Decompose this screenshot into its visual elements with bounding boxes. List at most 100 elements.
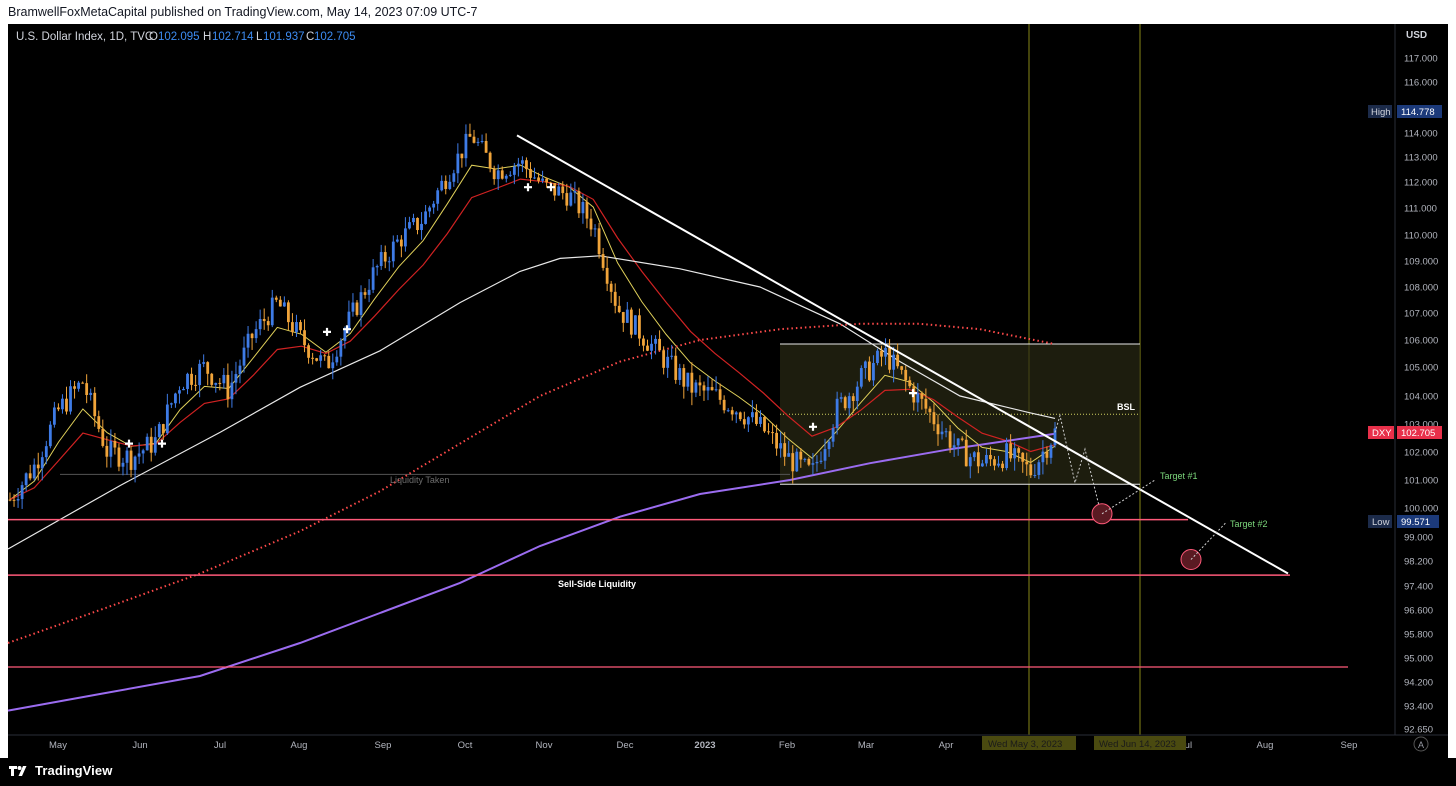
candle-body	[863, 361, 867, 369]
chart-title: U.S. Dollar Index, 1D, TVC	[16, 31, 153, 43]
candle-body	[157, 424, 161, 438]
candle-body	[698, 382, 702, 386]
date-badge-1: Wed May 3, 2023	[988, 739, 1062, 750]
x-tick-label: Sep	[1341, 740, 1358, 751]
candle-body	[525, 160, 528, 170]
candle-body	[391, 241, 395, 262]
candle-body	[412, 217, 415, 223]
candle-body	[892, 354, 896, 370]
y-tick-label: 116.000	[1404, 78, 1438, 89]
candle-body	[541, 178, 544, 181]
candle-body	[109, 441, 113, 457]
candle-body	[993, 459, 996, 466]
candle-body	[40, 457, 44, 469]
candle-body	[387, 261, 391, 263]
candle-body	[198, 363, 202, 386]
target1-connector	[1101, 479, 1156, 515]
candle-body	[609, 283, 613, 292]
candle-body	[779, 443, 783, 449]
candle-body	[859, 368, 863, 387]
auto-scale-button[interactable]: A	[1418, 740, 1424, 750]
candle-body	[972, 452, 976, 458]
ema-mid-line	[9, 178, 1056, 501]
candle-body	[787, 453, 791, 457]
auto-scale-button-ring[interactable]	[1413, 736, 1429, 752]
candle-body	[375, 266, 379, 268]
candle-body	[904, 369, 908, 381]
candle-body	[371, 267, 375, 290]
y-tick-label: 108.000	[1404, 283, 1438, 294]
candle-body	[976, 452, 980, 467]
candle-body	[448, 181, 452, 189]
candle-body	[718, 389, 722, 400]
candle-body	[516, 163, 520, 167]
candle-body	[299, 322, 302, 331]
descending-trendline	[516, 134, 1289, 575]
candle-body	[980, 463, 984, 467]
marker-cross	[809, 422, 817, 431]
candle-body	[178, 390, 181, 394]
y-tick-label: 113.000	[1404, 153, 1438, 164]
candle-body	[278, 299, 282, 307]
candle-body	[932, 412, 936, 425]
candle-body	[85, 383, 89, 395]
candle-body	[997, 463, 1000, 466]
footer-bar	[0, 758, 1456, 786]
candle-body	[771, 432, 774, 434]
candle-body	[924, 398, 928, 409]
candle-body	[141, 450, 145, 454]
candle-body	[807, 458, 811, 465]
candle-body	[989, 454, 992, 460]
candle-body	[351, 302, 355, 312]
candle-body	[355, 302, 359, 315]
candle-body	[480, 140, 484, 142]
candle-body	[222, 374, 226, 384]
y-tick-label: 99.000	[1404, 533, 1433, 544]
candle-body	[589, 218, 593, 230]
candle-body	[573, 191, 577, 193]
candle-body	[343, 329, 347, 341]
candle-body	[113, 441, 117, 448]
candle-body	[444, 180, 448, 189]
candle-body	[282, 302, 286, 307]
candle-body	[81, 382, 85, 384]
candle-body	[105, 445, 109, 457]
candle-body	[888, 347, 891, 370]
candle-body	[855, 386, 859, 401]
candle-body	[206, 362, 210, 374]
x-tick-label: Aug	[1257, 740, 1274, 751]
ohlc-low: 101.937	[263, 31, 305, 43]
tradingview-logo-icon	[9, 765, 27, 776]
candle-body	[512, 166, 516, 175]
high-badge-label-bg	[1368, 105, 1392, 118]
candle-body	[129, 450, 133, 470]
candle-body	[674, 355, 678, 380]
candle-body	[395, 239, 399, 242]
candle-body	[625, 309, 629, 323]
candle-body	[61, 398, 64, 410]
candle-body	[746, 417, 750, 425]
marker-cross	[158, 439, 166, 448]
target2-label: Target #2	[1230, 519, 1268, 529]
y-tick-label: 107.000	[1404, 309, 1438, 320]
candle-body	[956, 438, 960, 446]
candle-body	[597, 228, 601, 255]
candle-body	[468, 133, 472, 137]
candle-body	[210, 373, 214, 385]
candle-body	[702, 385, 706, 391]
candle-body	[73, 386, 76, 389]
candle-body	[742, 419, 746, 425]
candle-body	[577, 191, 581, 214]
tradingview-brand[interactable]: TradingView	[8, 763, 112, 778]
candle-body	[896, 354, 900, 367]
candle-body	[464, 133, 468, 159]
candle-body	[230, 382, 234, 400]
candle-body	[710, 387, 714, 391]
candle-body	[581, 201, 585, 214]
low-badge-bg	[1397, 515, 1439, 528]
publisher-header: BramwellFoxMetaCapital published on Trad…	[0, 0, 1456, 24]
candle-body	[1053, 428, 1057, 446]
candle-body	[28, 473, 32, 479]
candle-body	[153, 437, 157, 453]
